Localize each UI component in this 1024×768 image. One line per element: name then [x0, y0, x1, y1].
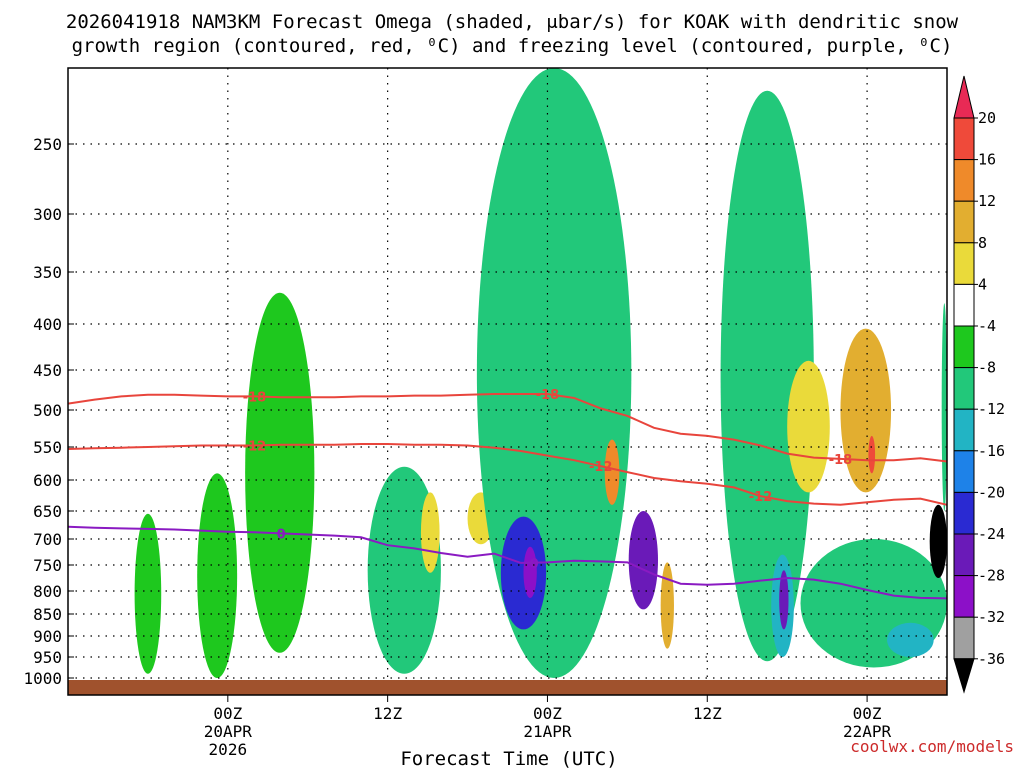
y-tick-label-600: 600 — [33, 471, 62, 490]
colorbar-swatch-1 — [953, 117, 975, 161]
omega-region-4 — [420, 492, 440, 573]
colorbar-label-10: -24 — [978, 525, 1005, 543]
y-tick-label-850: 850 — [33, 605, 62, 624]
credit-text: coolwx.com/models — [850, 737, 1014, 756]
x-tick-date-4: 22APR — [843, 722, 892, 741]
contour-dendritic-top — [67, 393, 948, 463]
omega-region-7 — [500, 516, 547, 630]
colorbar-label-5: -4 — [978, 317, 996, 335]
x-tick-label-4: 00Z — [853, 704, 882, 723]
x-tick-label-1: 12Z — [373, 704, 402, 723]
omega-region-19 — [887, 622, 934, 658]
omega-region-8 — [523, 546, 537, 598]
contour-label-dendritic-bottom-0: -12 — [243, 440, 267, 455]
omega-region-10 — [628, 511, 658, 610]
colorbar-label-8: -16 — [978, 442, 1005, 460]
colorbar-label-13: -36 — [978, 650, 1005, 668]
y-tick-label-650: 650 — [33, 502, 62, 521]
colorbar-label-4: 4 — [978, 275, 987, 293]
y-tick-label-300: 300 — [33, 205, 62, 224]
gridlines — [68, 68, 947, 680]
colorbar-bottom-arrow — [953, 658, 975, 694]
y-tick-label-400: 400 — [33, 315, 62, 334]
omega-region-15 — [787, 360, 830, 493]
colorbar-label-3: 8 — [978, 234, 987, 252]
y-axis: 250 300 350 400 450 500 550 600 650 700 750 800 850 9… — [23, 135, 74, 688]
colorbar-swatch-2 — [953, 159, 975, 202]
x-tick-label-0: 00Z — [213, 704, 242, 723]
contour-dendritic-bottom — [67, 443, 948, 506]
plot-frame — [67, 67, 948, 696]
omega-region-11 — [660, 562, 674, 649]
y-tick-label-800: 800 — [33, 582, 62, 601]
chart-title-line2: growth region (contoured, red, ⁰C) and f… — [72, 35, 953, 57]
colorbar-label-11: -28 — [978, 567, 1005, 585]
y-tick-label-250: 250 — [33, 135, 62, 154]
colorbar-swatch-6 — [953, 325, 975, 369]
colorbar-label-2: 12 — [978, 192, 996, 210]
x-tick-date-0: 20APR — [204, 722, 253, 741]
colorbar-label-1: 16 — [978, 151, 996, 169]
contour-label-dendritic-top-0: -18 — [243, 390, 267, 405]
omega-region-20 — [929, 504, 948, 578]
colorbar-swatch-13 — [953, 616, 975, 660]
x-tick-date-2: 21APR — [523, 722, 572, 741]
omega-region-2 — [134, 513, 162, 674]
colorbar-swatch-8 — [953, 408, 975, 452]
omega-region-12 — [720, 90, 814, 662]
colorbar-label-12: -32 — [978, 608, 1005, 626]
colorbar-label-0: 20 — [978, 109, 996, 127]
omega-region-21 — [941, 303, 947, 511]
colorbar-swatch-12 — [953, 575, 975, 618]
colorbar-label-9: -20 — [978, 483, 1005, 501]
x-tick-label-2: 00Z — [533, 704, 562, 723]
y-tick-label-550: 550 — [33, 438, 62, 457]
omega-shading — [134, 68, 948, 678]
y-tick-label-450: 450 — [33, 361, 62, 380]
x-tick-label-3: 12Z — [693, 704, 722, 723]
contour-label-dendritic-bottom-1: -12 — [589, 460, 613, 475]
colorbar-label-6: -8 — [978, 359, 996, 377]
colorbar-swatch-3 — [953, 200, 975, 244]
colorbar-top-arrow — [953, 75, 975, 119]
y-tick-label-750: 750 — [33, 556, 62, 575]
colorbar-swatch-5 — [953, 283, 975, 327]
contour-label-dendritic-bottom-2: -12 — [749, 490, 773, 505]
contour-freezing-level — [67, 525, 948, 600]
contour-label-freezing-level-1: 0 — [530, 557, 539, 572]
omega-region-1 — [245, 292, 315, 653]
x-axis-label: Forecast Time (UTC) — [400, 748, 617, 768]
colorbar-swatch-4 — [953, 242, 975, 285]
omega-region-0 — [197, 473, 238, 678]
y-tick-label-350: 350 — [33, 263, 62, 282]
y-tick-label-1000: 1000 — [23, 669, 62, 688]
omega-region-17 — [868, 435, 876, 474]
y-tick-label-500: 500 — [33, 401, 62, 420]
y-tick-label-900: 900 — [33, 627, 62, 646]
omega-region-6 — [476, 68, 632, 678]
contour-label-dendritic-top-1: -18 — [536, 388, 560, 403]
omega-region-14 — [779, 570, 789, 630]
contour-label-freezing-level-0: 0 — [277, 527, 286, 542]
colorbar-swatch-7 — [953, 367, 975, 410]
omega-region-9 — [604, 439, 620, 505]
colorbar-swatch-10 — [953, 491, 975, 535]
colorbar-label-7: -12 — [978, 400, 1005, 418]
colorbar-swatch-9 — [953, 450, 975, 493]
contour-label-dendritic-top-2: -18 — [829, 453, 853, 468]
contour-lines: -18 -18 -18 -12 -12 -12 0 0 — [67, 388, 948, 600]
chart-title-line1: 2026041918 NAM3KM Forecast Omega (shaded… — [66, 11, 959, 33]
ground-surface — [68, 680, 947, 695]
colorbar-swatch-11 — [953, 533, 975, 577]
x-tick-year-0: 2026 — [209, 740, 248, 759]
colorbar: 20 16 12 8 4 -4 -8 -12 -16 -20 -24 -28 -32 -36 — [953, 75, 1005, 694]
y-tick-label-700: 700 — [33, 530, 62, 549]
y-tick-label-950: 950 — [33, 648, 62, 667]
